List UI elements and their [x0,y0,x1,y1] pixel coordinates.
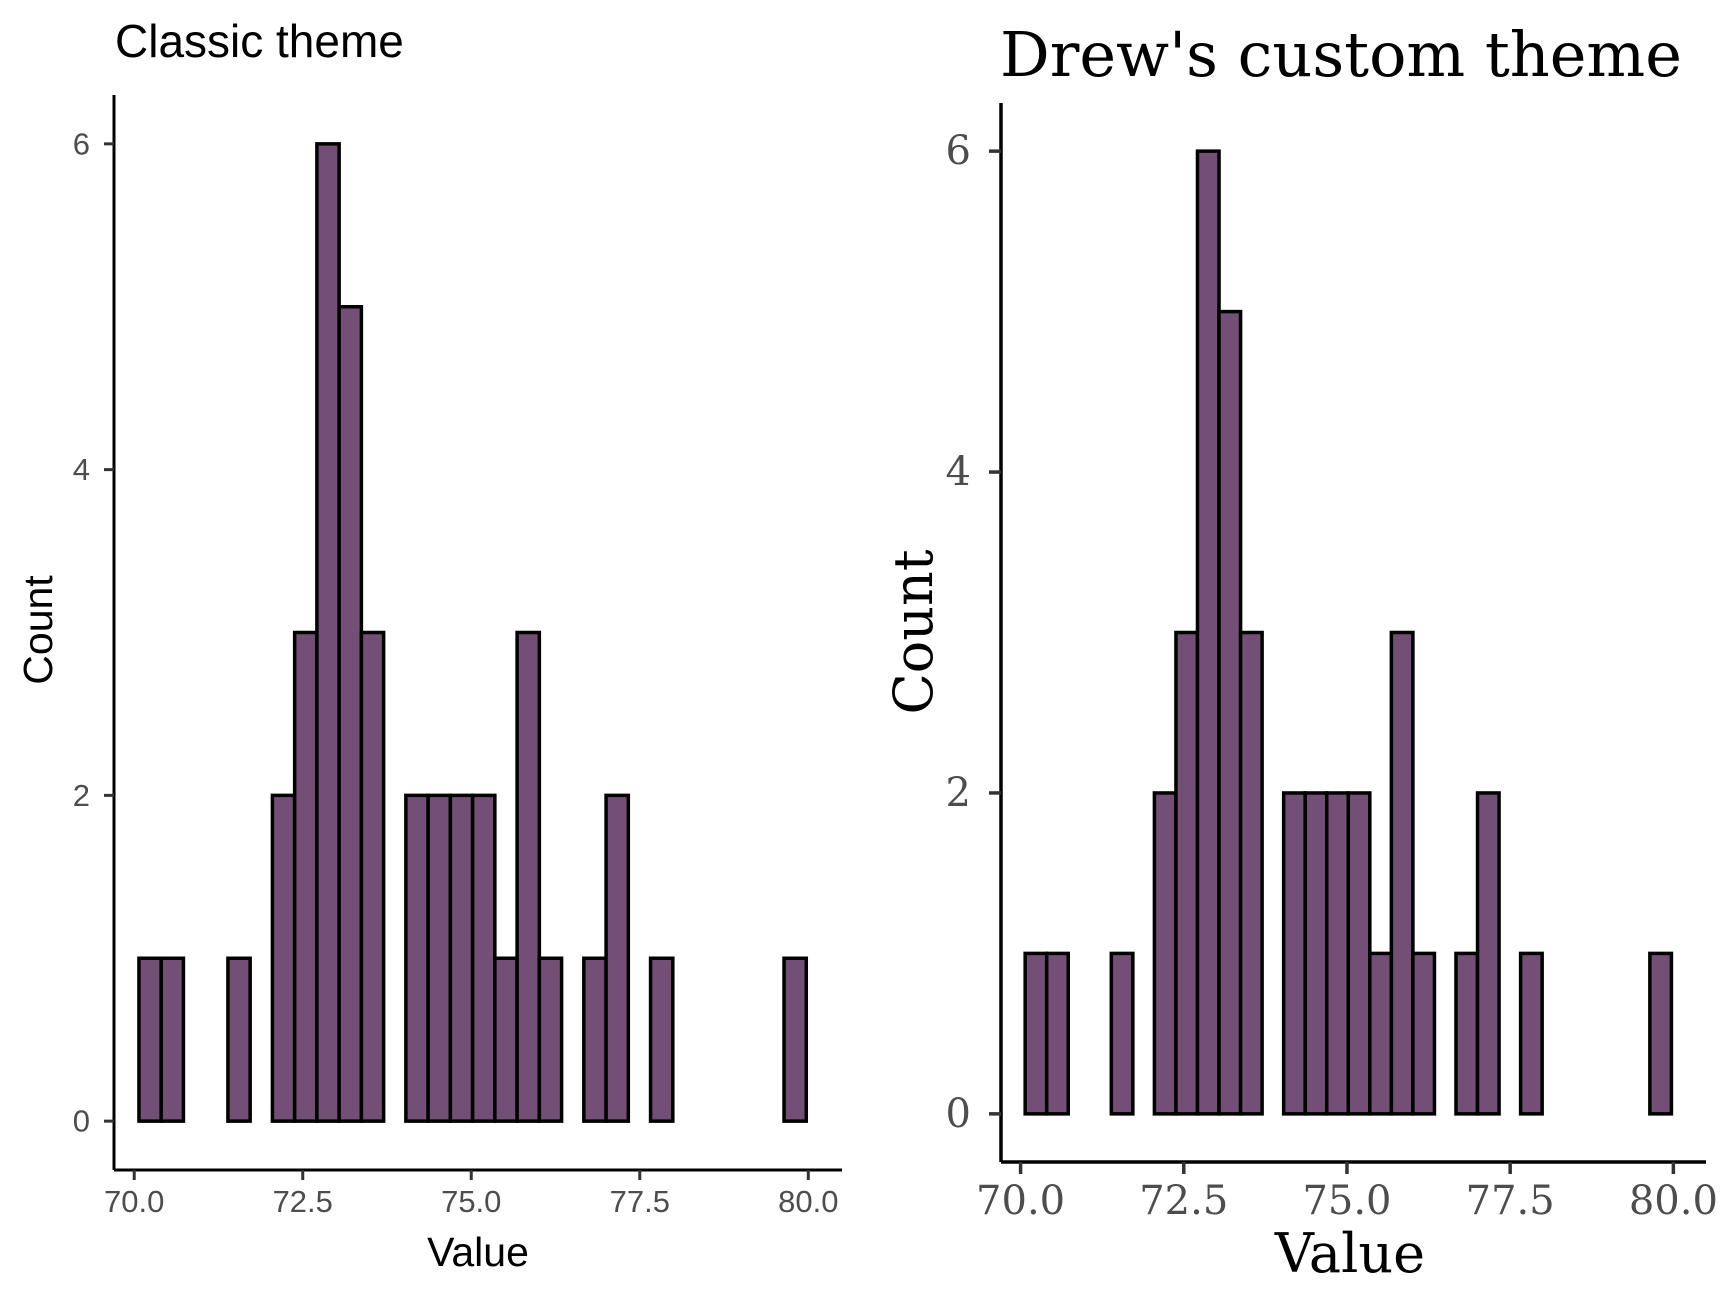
histogram-bar [159,956,186,1123]
y-axis-title: Count [15,575,61,685]
histogram-bar [537,956,564,1123]
histogram-bar [359,630,386,1123]
histogram-bar [1281,791,1307,1116]
x-tick-label: 70.0 [104,1184,164,1219]
histogram-bar [1044,951,1070,1116]
y-tick-label: 2 [73,778,90,813]
x-axis-title: Value [427,1229,529,1275]
x-tick-label: 75.0 [441,1184,501,1219]
y-tick-label: 0 [946,1091,971,1137]
x-tick-label: 72.5 [273,1184,333,1219]
x-axis-ticks: 70.0 72.5 75.0 77.5 80.0 [976,1162,1718,1224]
histogram-bar [226,956,252,1123]
y-axis-ticks: 0 2 4 6 [73,126,114,1139]
histogram-bar [1195,149,1221,1116]
x-tick-label: 80.0 [778,1184,838,1219]
x-tick-label: 72.5 [1139,1178,1228,1224]
histogram-bar [1303,791,1329,1116]
histogram-bar [292,630,319,1123]
histogram-bar [1174,630,1200,1116]
custom-theme-panel: Drew's custom theme 70.0 72.5 75.0 77.5 80.0… [882,18,1718,1285]
x-axis-ticks: 70.0 72.5 75.0 77.5 80.0 [104,1170,838,1219]
y-tick-label: 2 [946,770,971,816]
histogram-bar [470,793,497,1123]
histogram-bar [315,142,341,1123]
histogram-bar [137,956,163,1123]
x-tick-label: 77.5 [610,1184,670,1219]
x-tick-label: 70.0 [976,1178,1065,1224]
y-tick-label: 6 [946,128,971,174]
y-axis-title: Count [882,549,945,714]
histogram-bar [1346,791,1372,1116]
histogram-bar [426,793,453,1123]
histogram-bar [448,793,475,1123]
histogram-bar [1109,951,1135,1116]
y-tick-label: 0 [73,1104,90,1139]
histogram-bar [1454,951,1480,1116]
histogram-bar [1648,951,1674,1116]
y-axis-ticks: 0 2 4 6 [946,128,1001,1137]
histogram-bar [1411,951,1437,1116]
histogram-bar [648,956,675,1123]
chart-title: Classic theme [115,15,404,67]
y-tick-label: 4 [73,452,90,487]
x-tick-label: 75.0 [1302,1178,1391,1224]
classic-theme-panel: Classic theme 70.0 72.5 75.0 77.5 80.0 0246 … [15,15,842,1275]
histogram-bar [604,793,631,1123]
histogram-bar [1368,951,1394,1116]
histogram-bar [515,630,542,1123]
chart-title: Drew's custom theme [1000,18,1682,91]
histogram-bar [1152,791,1178,1116]
histogram-bar [1217,309,1243,1116]
histogram-bar [1518,951,1544,1116]
x-tick-label: 77.5 [1466,1178,1555,1224]
x-tick-label: 80.0 [1629,1178,1718,1224]
histogram-bar [404,793,430,1123]
histogram-bar [1389,630,1415,1116]
y-tick-label: 6 [73,126,90,161]
histogram-bar [582,956,608,1123]
histogram-bars [1023,149,1674,1116]
histogram-bar [1475,791,1501,1116]
histogram-bar [1023,951,1049,1116]
histogram-bar [337,304,364,1123]
histogram-bar [782,956,809,1123]
x-axis-title: Value [1274,1222,1425,1285]
histogram-bars [137,142,809,1123]
y-tick-label: 4 [946,449,971,495]
histogram-bar [270,793,297,1123]
histogram-bar [493,956,519,1123]
histogram-bar [1238,630,1264,1116]
histogram-bar [1324,791,1351,1116]
